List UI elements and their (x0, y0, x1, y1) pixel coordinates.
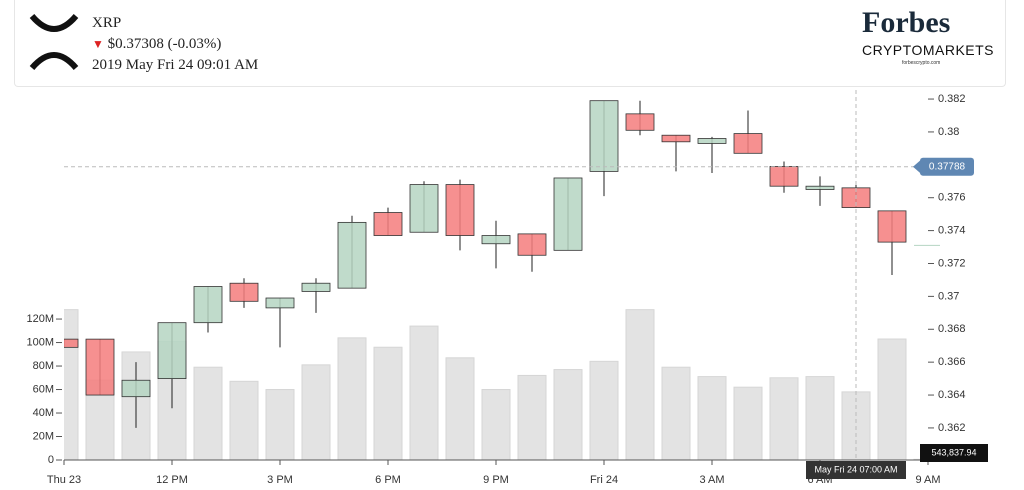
candle-body (877, 210, 907, 243)
volume-bar (337, 337, 367, 460)
volume-bar (733, 386, 763, 460)
time-tag: May Fri 24 07:00 AM (814, 464, 897, 474)
candle-body (301, 282, 331, 292)
volume-bar (589, 360, 619, 460)
x-tick-label: Thu 23 (47, 474, 81, 486)
candle-body (805, 185, 835, 190)
symbol: XRP (92, 15, 122, 31)
plot (64, 100, 940, 460)
price-tick-label: 0.376 (938, 192, 966, 204)
candle-body (121, 379, 151, 398)
brand-name: Forbes (862, 6, 951, 39)
volume-bar (625, 309, 655, 460)
volume-bar (769, 377, 799, 460)
volume-tick-label: 120M (26, 313, 54, 325)
x-tick-label: 3 PM (267, 474, 293, 486)
volume-bar (445, 357, 475, 460)
brand-product: CRYPTOMARKETS (862, 42, 995, 58)
price-tag-bg (920, 157, 974, 176)
candle-body (445, 184, 475, 236)
volume-bar (697, 376, 727, 460)
x-tick-label: 9 PM (483, 474, 509, 486)
volume-tick-label: 20M (33, 430, 54, 442)
candle-body (265, 297, 295, 309)
volume-bar (64, 309, 79, 460)
x-tick-label: 12 PM (156, 474, 188, 486)
price-tick-label: 0.374 (938, 225, 966, 237)
volume-bar (517, 374, 547, 460)
volume-bar (481, 389, 511, 460)
candle-body (661, 134, 691, 143)
price-tick-label: 0.38 (938, 126, 959, 138)
price-tick-label: 0.364 (938, 389, 966, 401)
candle-body (157, 322, 187, 380)
candle-body (553, 177, 583, 251)
price-tick-label: 0.382 (938, 93, 966, 105)
volume-tag-bg (920, 444, 988, 462)
candle-body (733, 133, 763, 154)
volume-tick-label: 80M (33, 360, 54, 372)
candle-body (481, 235, 511, 245)
volume-bar (409, 325, 439, 460)
volume-tick-label: 0 (48, 454, 54, 466)
candle-body (409, 184, 439, 233)
candle-body (697, 138, 727, 144)
volume-tick-label: 60M (33, 383, 54, 395)
x-tick-label: 6 PM (375, 474, 401, 486)
price-tick-label: 0.366 (938, 356, 966, 368)
candle-body (193, 286, 223, 324)
datetime: 2019 May Fri 24 09:01 AM (92, 57, 259, 73)
price-tick-label: 0.362 (938, 422, 966, 434)
candle-body (229, 282, 259, 302)
candle-body (769, 166, 799, 187)
price-tag: 0.37788 (929, 161, 966, 172)
brand-url: forbescrypto.com (902, 60, 941, 66)
xrp-logo (29, 13, 79, 71)
candle-body (64, 338, 79, 348)
volume-bar (661, 366, 691, 460)
volume-tag: 543,837.94 (931, 447, 976, 457)
volume-bar (265, 389, 295, 460)
volume-bar (229, 380, 259, 460)
volume-bar (553, 369, 583, 460)
time-tag-bg (806, 461, 906, 479)
volume-bar (301, 364, 331, 460)
candle-body (337, 221, 367, 289)
volume-bar (373, 346, 403, 460)
candle-body (517, 233, 547, 256)
price-row: ▼ $0.37308 (-0.03%) (92, 36, 221, 53)
candle-body (589, 100, 619, 172)
header-card (14, 0, 1006, 87)
volume-bar (193, 366, 223, 460)
price-tick-label: 0.372 (938, 257, 966, 269)
price-tick-label: 0.37 (938, 290, 959, 302)
candle-body (373, 212, 403, 236)
x-tick-label: 9 AM (915, 474, 940, 486)
candle-body (85, 338, 115, 396)
price-tag-arrow (913, 159, 921, 174)
volume-tick-label: 100M (26, 336, 54, 348)
volume-bar (805, 376, 835, 460)
x-tick-label: Fri 24 (590, 474, 618, 486)
price-tick-label: 0.368 (938, 323, 966, 335)
down-arrow: ▼ (92, 37, 104, 51)
candle-body (625, 113, 655, 131)
volume-tick-label: 40M (33, 407, 54, 419)
x-tick-label: 3 AM (699, 474, 724, 486)
volume-bar (877, 338, 907, 460)
price-change: $0.37308 (-0.03%) (107, 36, 222, 52)
